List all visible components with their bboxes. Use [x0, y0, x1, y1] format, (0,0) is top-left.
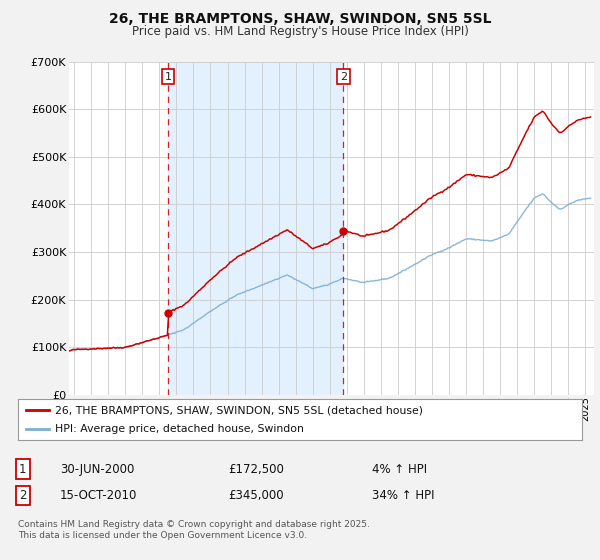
- Text: 1: 1: [19, 463, 26, 476]
- Text: 26, THE BRAMPTONS, SHAW, SWINDON, SN5 5SL (detached house): 26, THE BRAMPTONS, SHAW, SWINDON, SN5 5S…: [55, 405, 422, 415]
- Text: £345,000: £345,000: [228, 489, 284, 502]
- Bar: [168, 62, 343, 395]
- Text: 2: 2: [19, 489, 26, 502]
- Text: 26, THE BRAMPTONS, SHAW, SWINDON, SN5 5SL: 26, THE BRAMPTONS, SHAW, SWINDON, SN5 5S…: [109, 12, 491, 26]
- Text: Contains HM Land Registry data © Crown copyright and database right 2025.
This d: Contains HM Land Registry data © Crown c…: [18, 520, 370, 540]
- Text: 4% ↑ HPI: 4% ↑ HPI: [372, 463, 427, 476]
- Text: 1: 1: [164, 72, 172, 82]
- Text: 2: 2: [340, 72, 347, 82]
- Text: 30-JUN-2000: 30-JUN-2000: [60, 463, 134, 476]
- Text: 34% ↑ HPI: 34% ↑ HPI: [372, 489, 434, 502]
- Text: Price paid vs. HM Land Registry's House Price Index (HPI): Price paid vs. HM Land Registry's House …: [131, 25, 469, 38]
- Text: £172,500: £172,500: [228, 463, 284, 476]
- Text: HPI: Average price, detached house, Swindon: HPI: Average price, detached house, Swin…: [55, 424, 304, 433]
- Text: 15-OCT-2010: 15-OCT-2010: [60, 489, 137, 502]
